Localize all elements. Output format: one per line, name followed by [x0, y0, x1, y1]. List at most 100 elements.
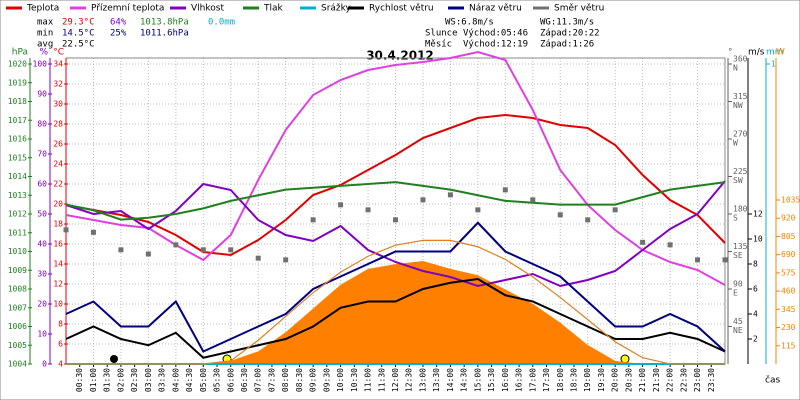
y-tick-label: 90: [733, 280, 743, 289]
y-tick-label: 1: [771, 60, 776, 69]
y-tick-label: 20: [53, 200, 63, 209]
y-tick-label: 50: [37, 210, 47, 219]
y-tick-label: 360: [733, 55, 748, 64]
y-tick-label: 1009: [8, 266, 27, 275]
x-tick-label: 08:00: [281, 368, 290, 392]
stat-label: Měsíc: [425, 40, 452, 50]
direction-point: [530, 197, 536, 203]
x-tick-label: 09:30: [322, 368, 331, 392]
x-tick-label: 22:30: [679, 368, 688, 392]
x-tick-label: 17:00: [528, 368, 537, 392]
legend-label: Teplota: [26, 4, 59, 14]
stat: 1011.6hPa: [140, 29, 189, 39]
series-line: [65, 221, 726, 353]
y-tick-label: 1018: [8, 97, 27, 106]
x-tick-label: 23:00: [693, 368, 702, 392]
x-tick-label: 14:00: [446, 368, 455, 392]
y-tick-label: 30: [53, 100, 63, 109]
x-tick-label: 06:30: [240, 368, 249, 392]
solar-area: [66, 261, 725, 364]
x-tick-label: 22:00: [666, 368, 675, 392]
y-tick-label: 345: [781, 305, 796, 314]
x-tick-label: 00:30: [75, 368, 84, 392]
direction-point: [667, 242, 673, 248]
y-tick-label: 1019: [8, 78, 27, 87]
x-tick-label: 07:30: [267, 368, 276, 392]
moon-icon: [110, 355, 118, 363]
y-tick-label: 460: [781, 287, 796, 296]
stat: Západ:1:26: [540, 40, 594, 50]
x-tick-label: 05:00: [199, 368, 208, 392]
direction-point: [612, 207, 618, 213]
stat-label: Slunce: [425, 29, 458, 39]
y-tick-label: 115: [781, 341, 796, 350]
legend-label: Přízemní teplota: [91, 4, 164, 14]
y-tick-label: 180: [733, 205, 748, 214]
axis-unit: mm: [766, 48, 784, 58]
y-tick-label: 805: [781, 232, 796, 241]
x-tick-label: 18:30: [569, 368, 578, 392]
direction-point: [475, 207, 481, 213]
x-tick-label: 09:00: [309, 368, 318, 392]
compass-label: SW: [733, 176, 743, 185]
compass-label: NE: [733, 326, 743, 335]
legend-label: Tlak: [263, 4, 284, 14]
y-tick-label: 575: [781, 268, 796, 277]
x-tick-label: 01:30: [103, 368, 112, 392]
x-tick-label: 10:00: [336, 368, 345, 392]
x-tick-label: 11:00: [364, 368, 373, 392]
stat: Východ:05:46: [463, 29, 528, 39]
y-tick-label: 1010: [8, 247, 27, 256]
y-tick-label: 1035: [781, 196, 800, 205]
x-tick-label: 03:00: [144, 368, 153, 392]
direction-point: [145, 251, 151, 257]
direction-point: [393, 217, 398, 223]
y-tick-label: 315: [733, 92, 748, 101]
x-tick-label: 10:30: [350, 368, 359, 392]
direction-point: [228, 247, 234, 253]
x-tick-label: 05:30: [213, 368, 222, 392]
y-tick-label: 70: [37, 150, 47, 159]
x-tick-label: 21:30: [652, 368, 661, 392]
x-tick-label: 13:30: [432, 368, 441, 392]
y-tick-label: 12: [753, 210, 763, 219]
y-tick-label: 22: [53, 180, 63, 189]
stat: 0.0mm: [208, 18, 235, 28]
compass-label: N: [733, 64, 738, 73]
direction-point: [722, 257, 728, 263]
y-tick-label: 1004: [8, 360, 27, 369]
x-tick-label: 06:00: [226, 368, 235, 392]
stat: 29.3°C: [62, 18, 95, 28]
y-tick-label: 1005: [8, 341, 27, 350]
axis-unit: m/s: [748, 48, 765, 58]
x-tick-label: 18:00: [556, 368, 565, 392]
compass-label: NW: [733, 101, 743, 110]
y-tick-label: 4: [753, 310, 758, 319]
y-tick-label: 0: [42, 360, 47, 369]
axis-unit: °: [728, 48, 733, 58]
direction-point: [557, 212, 563, 218]
legend-label: Srážky: [321, 4, 352, 14]
y-tick-label: 690: [781, 250, 796, 259]
y-tick-label: 90: [37, 90, 47, 99]
x-tick-label: 21:00: [638, 368, 647, 392]
y-tick-label: 1013: [8, 191, 27, 200]
x-tick-label: 20:30: [624, 368, 633, 392]
y-tick-label: 28: [53, 120, 63, 129]
compass-label: E: [733, 289, 738, 298]
y-tick-label: 10: [53, 300, 63, 309]
x-tick-label: 12:00: [391, 368, 400, 392]
y-tick-label: 12: [53, 280, 63, 289]
legend-label: Směr větru: [554, 4, 604, 14]
axis-unit: W: [776, 48, 785, 58]
y-tick-label: 225: [733, 167, 748, 176]
direction-point: [200, 247, 206, 253]
y-tick-label: 1014: [8, 172, 27, 181]
y-tick-label: 10: [37, 330, 47, 339]
y-tick-label: 34: [53, 60, 63, 69]
chart-title: 30.4.2012: [366, 49, 434, 63]
y-tick-label: 1020: [8, 60, 27, 69]
legend-label: Vlhkost: [191, 4, 224, 14]
